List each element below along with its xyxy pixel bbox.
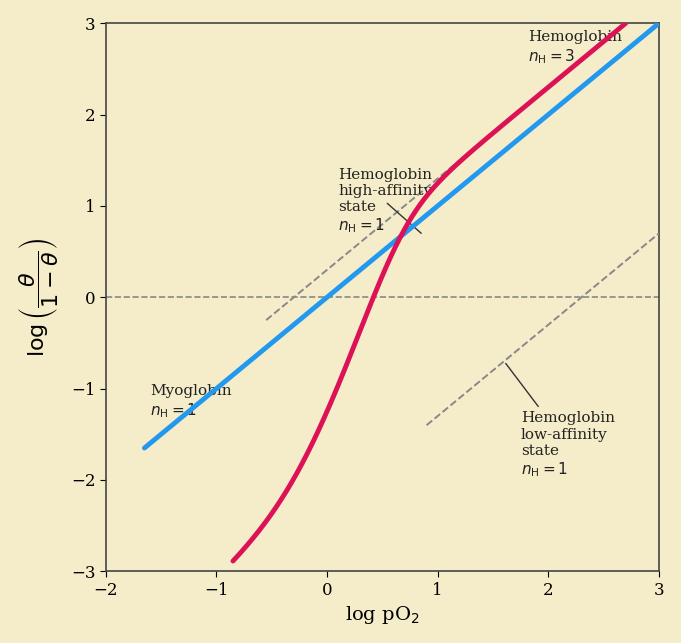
Text: Hemoglobin
high-affinity
state
$n_{\mathrm{H}} = 1$: Hemoglobin high-affinity state $n_{\math… [338,168,432,235]
Text: Myoglobin
$n_{\mathrm{H}} = 1$: Myoglobin $n_{\mathrm{H}} = 1$ [150,384,232,420]
Text: Hemoglobin
$n_{\mathrm{H}} = 3$: Hemoglobin $n_{\mathrm{H}} = 3$ [528,30,622,66]
Y-axis label: $\log \left(\dfrac{\theta}{1-\theta}\right)$: $\log \left(\dfrac{\theta}{1-\theta}\rig… [16,237,60,357]
Text: Hemoglobin
low-affinity
state
$n_{\mathrm{H}} = 1$: Hemoglobin low-affinity state $n_{\mathr… [506,363,615,480]
X-axis label: log pO$_2$: log pO$_2$ [345,604,419,626]
